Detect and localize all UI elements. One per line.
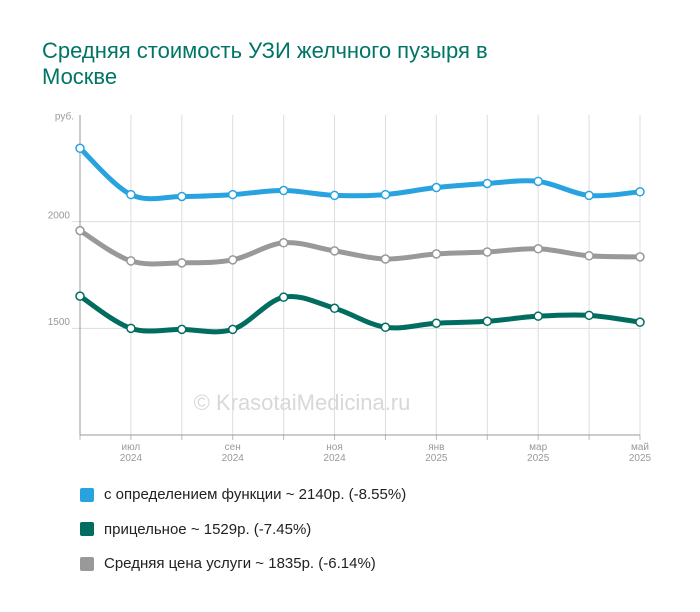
series-line: [78, 293, 641, 335]
x-tick-label: янв 2025: [425, 442, 448, 464]
data-point: [533, 176, 543, 187]
x-tick-label: июл 2024: [119, 442, 143, 464]
legend-swatch: [80, 487, 94, 502]
data-point: [482, 247, 493, 257]
data-point: [75, 225, 85, 236]
data-point: [126, 189, 136, 200]
data-point: [533, 311, 543, 321]
legend-item: прицельное ~ 1529р. (-7.45%): [80, 521, 311, 538]
data-point: [177, 191, 187, 202]
data-point: [329, 190, 340, 201]
legend-swatch: [80, 556, 94, 571]
data-point: [431, 249, 442, 259]
data-point: [635, 187, 645, 197]
data-point: [278, 238, 289, 248]
x-tick-label: ноя 2024: [323, 442, 346, 464]
legend-item: Средняя цена услуги ~ 1835р. (-6.14%): [80, 555, 376, 572]
data-point: [584, 251, 594, 261]
data-point: [227, 189, 238, 200]
legend-swatch: [80, 522, 94, 536]
data-point: [380, 254, 391, 264]
y-tick-label: 2000: [48, 210, 71, 221]
data-point: [329, 303, 340, 314]
legend-item: с определением функции ~ 2140р. (-8.55%): [80, 486, 406, 503]
data-point: [482, 316, 493, 327]
data-point: [584, 310, 594, 321]
data-point: [533, 244, 543, 254]
data-point: [635, 317, 645, 327]
data-point: [126, 323, 136, 334]
series-line: [78, 146, 641, 202]
data-point: [278, 185, 289, 196]
data-point: [380, 322, 391, 333]
data-point: [75, 291, 85, 301]
legend-label: прицельное ~ 1529р. (-7.45%): [104, 520, 312, 538]
data-point: [177, 258, 187, 268]
data-point: [278, 292, 289, 302]
x-tick-label: мар 2025: [527, 442, 550, 464]
y-axis-label: руб.: [55, 111, 74, 123]
data-point: [227, 255, 238, 265]
data-point: [75, 143, 85, 154]
data-point: [482, 178, 493, 189]
x-tick-label: май 2025: [628, 442, 652, 464]
y-tick-label: 1500: [48, 317, 71, 328]
data-point: [431, 182, 442, 193]
data-point: [635, 252, 645, 262]
data-point: [126, 256, 136, 266]
data-point: [431, 318, 442, 328]
data-point: [380, 189, 391, 200]
series-line: [78, 228, 641, 267]
chart-title: Средняя стоимость УЗИ желчного пузыря в …: [42, 38, 488, 89]
legend-label: Средняя цена услуги ~ 1835р. (-6.14%): [104, 555, 376, 572]
data-point: [329, 246, 340, 256]
data-point: [584, 190, 594, 201]
watermark: © KrasotaiMedicina.ru: [194, 390, 411, 415]
data-point: [177, 324, 187, 335]
data-point: [227, 324, 238, 335]
legend-label: с определением функции ~ 2140р. (-8.55%): [104, 486, 407, 503]
x-tick-label: сен 2024: [221, 442, 244, 464]
